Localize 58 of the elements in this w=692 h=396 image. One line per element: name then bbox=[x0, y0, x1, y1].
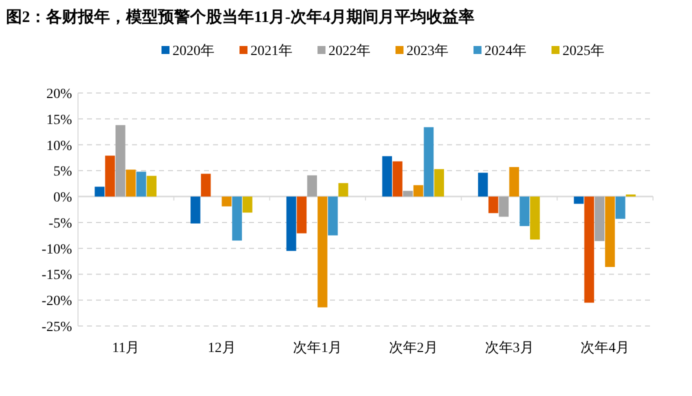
bar bbox=[584, 196, 594, 303]
bar bbox=[136, 172, 146, 197]
bar bbox=[232, 196, 242, 241]
bar bbox=[286, 196, 296, 251]
bar bbox=[488, 196, 498, 214]
y-tick-label: -20% bbox=[42, 294, 72, 310]
y-tick-label: -5% bbox=[48, 216, 72, 232]
bar bbox=[615, 196, 626, 219]
bar bbox=[190, 196, 200, 224]
legend-label: 2025年 bbox=[562, 43, 604, 59]
y-tick-label: 20% bbox=[46, 87, 72, 102]
bar bbox=[307, 175, 317, 197]
x-tick-label: 次年3月 bbox=[484, 340, 534, 356]
y-tick-label: -15% bbox=[42, 268, 72, 284]
y-tick-label: -25% bbox=[42, 320, 72, 335]
x-tick-label: 12月 bbox=[208, 341, 236, 356]
bar bbox=[338, 183, 348, 197]
bar bbox=[478, 172, 488, 197]
bar bbox=[94, 186, 105, 197]
bar bbox=[413, 185, 424, 197]
x-tick-label: 次年1月 bbox=[293, 340, 342, 356]
bar bbox=[222, 196, 232, 206]
bar bbox=[520, 196, 530, 226]
bar bbox=[605, 196, 615, 267]
legend-label: 2020年 bbox=[172, 43, 214, 59]
chart-title: 图2：各财报年，模型预警个股当年11月-次年4月期间月平均收益率 bbox=[6, 7, 474, 26]
bar bbox=[318, 196, 328, 308]
bar bbox=[328, 196, 338, 236]
bar bbox=[626, 194, 636, 197]
legend-label: 2024年 bbox=[484, 43, 526, 59]
legend-label: 2021年 bbox=[250, 43, 292, 59]
bar bbox=[126, 170, 136, 197]
y-tick-label: 10% bbox=[46, 138, 72, 154]
bar bbox=[424, 127, 434, 197]
bar bbox=[200, 174, 211, 197]
x-tick-label: 11月 bbox=[112, 341, 140, 356]
x-tick-label: 次年2月 bbox=[388, 340, 438, 356]
legend-label: 2022年 bbox=[328, 43, 370, 59]
bar bbox=[403, 190, 413, 197]
bar bbox=[382, 156, 392, 197]
bar bbox=[296, 196, 307, 234]
bar bbox=[498, 196, 509, 217]
y-tick-label: 15% bbox=[46, 112, 72, 128]
y-tick-label: -10% bbox=[42, 242, 72, 258]
legend-label: 2023年 bbox=[406, 43, 448, 59]
bar bbox=[434, 169, 444, 197]
bar bbox=[242, 196, 252, 213]
y-tick-label: 0% bbox=[53, 190, 72, 206]
x-tick-label: 次年4月 bbox=[580, 340, 630, 356]
bar bbox=[392, 161, 402, 197]
bar bbox=[574, 196, 584, 204]
bar bbox=[594, 196, 604, 242]
y-tick-label: 5% bbox=[53, 164, 72, 180]
bar bbox=[146, 176, 157, 197]
bar bbox=[116, 125, 126, 197]
bar bbox=[530, 196, 540, 240]
bar bbox=[105, 156, 115, 197]
bar bbox=[509, 167, 520, 197]
